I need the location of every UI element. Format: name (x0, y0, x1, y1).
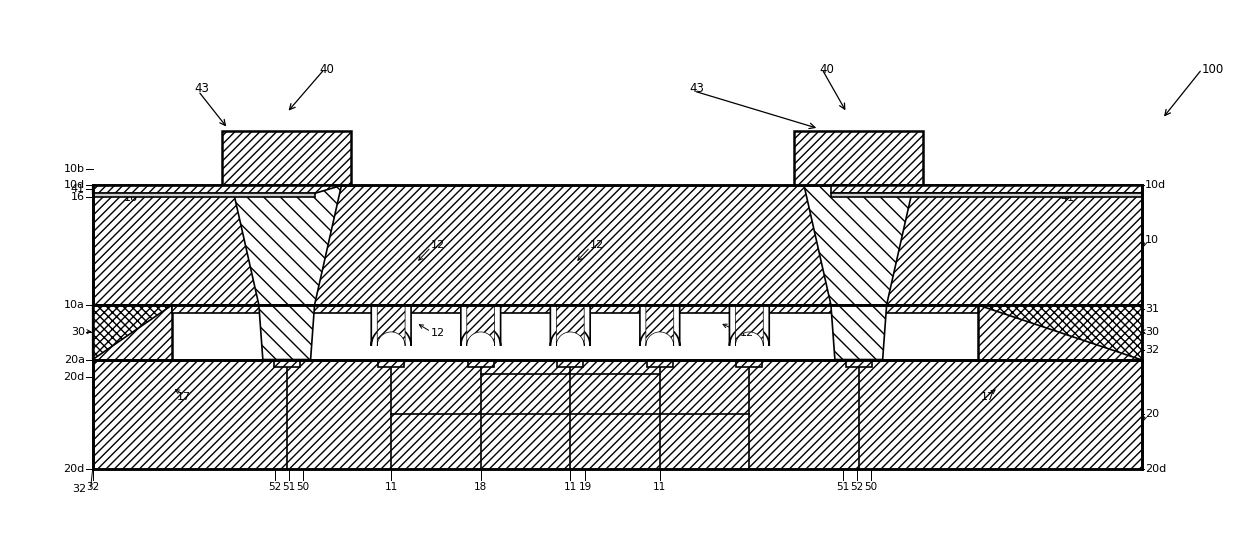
Text: 17: 17 (981, 392, 996, 403)
Bar (557, 360, 583, 367)
Text: 20d: 20d (1146, 464, 1167, 474)
Text: 32: 32 (1146, 344, 1159, 355)
Text: 31: 31 (130, 314, 145, 324)
Text: 41: 41 (951, 184, 965, 194)
Polygon shape (831, 305, 887, 360)
Text: 41: 41 (219, 184, 234, 194)
Polygon shape (461, 305, 501, 346)
Polygon shape (466, 305, 495, 346)
Text: 10b: 10b (63, 164, 84, 174)
Text: 11: 11 (564, 482, 577, 492)
Text: 10a: 10a (64, 300, 84, 310)
Text: 11: 11 (653, 482, 666, 492)
Polygon shape (735, 305, 764, 346)
Bar (93, 360, 1142, 469)
Text: 51: 51 (281, 482, 295, 492)
Text: 40: 40 (818, 63, 833, 76)
Text: 20d: 20d (63, 373, 84, 382)
Text: 12: 12 (432, 240, 445, 250)
Polygon shape (551, 305, 590, 346)
Polygon shape (93, 305, 172, 360)
Text: 50: 50 (864, 482, 877, 492)
Text: 41: 41 (124, 184, 138, 194)
Text: 51: 51 (836, 482, 849, 492)
Bar (467, 360, 494, 367)
Text: 32: 32 (72, 484, 86, 494)
Polygon shape (93, 194, 315, 197)
Polygon shape (377, 305, 405, 346)
Text: 12: 12 (590, 240, 604, 250)
Bar (846, 360, 872, 367)
Text: 40: 40 (320, 63, 335, 76)
Text: 16: 16 (124, 193, 138, 203)
Text: 20d: 20d (63, 464, 84, 474)
Polygon shape (371, 305, 412, 346)
Text: 11: 11 (384, 482, 398, 492)
Text: 17: 17 (177, 392, 191, 403)
Text: 16: 16 (1070, 184, 1085, 194)
Text: 42: 42 (869, 172, 883, 182)
Bar (93, 186, 1142, 305)
Polygon shape (232, 186, 341, 305)
Text: 20a: 20a (63, 355, 84, 364)
Text: 12: 12 (739, 327, 754, 338)
Text: 10: 10 (1146, 235, 1159, 245)
Polygon shape (93, 186, 341, 194)
Text: 19: 19 (579, 482, 591, 492)
Polygon shape (831, 194, 1142, 197)
Text: 43: 43 (195, 83, 210, 95)
Polygon shape (729, 305, 769, 346)
Text: 50: 50 (296, 482, 309, 492)
Text: 100: 100 (1202, 63, 1224, 76)
Bar (794, 131, 924, 186)
Polygon shape (646, 305, 673, 346)
Polygon shape (557, 305, 584, 346)
Polygon shape (831, 186, 1142, 194)
Bar (647, 360, 673, 367)
Bar (378, 360, 404, 367)
Text: 52: 52 (268, 482, 281, 492)
Text: 30: 30 (1146, 327, 1159, 337)
Text: 20: 20 (1146, 409, 1159, 419)
Bar (274, 360, 300, 367)
Text: 10d: 10d (1146, 181, 1167, 190)
Polygon shape (978, 305, 1142, 360)
Text: 16: 16 (71, 193, 84, 202)
Polygon shape (93, 305, 172, 360)
Text: 10d: 10d (63, 181, 84, 190)
Polygon shape (978, 305, 1142, 360)
Text: 52: 52 (851, 482, 863, 492)
Text: 42: 42 (250, 172, 264, 182)
Text: 18: 18 (474, 482, 487, 492)
Bar (93, 360, 1142, 469)
Bar (737, 360, 763, 367)
Text: 43: 43 (689, 83, 704, 95)
Text: 41: 41 (71, 184, 84, 194)
Polygon shape (640, 305, 680, 346)
Text: 41: 41 (1060, 193, 1075, 203)
Text: 30: 30 (71, 327, 84, 337)
Bar (172, 305, 978, 313)
Bar (222, 131, 351, 186)
Text: 12: 12 (432, 327, 445, 338)
Bar (93, 186, 1142, 305)
Polygon shape (259, 305, 315, 360)
Text: 32: 32 (86, 482, 99, 492)
Text: 31: 31 (1146, 304, 1159, 314)
Polygon shape (804, 186, 914, 305)
